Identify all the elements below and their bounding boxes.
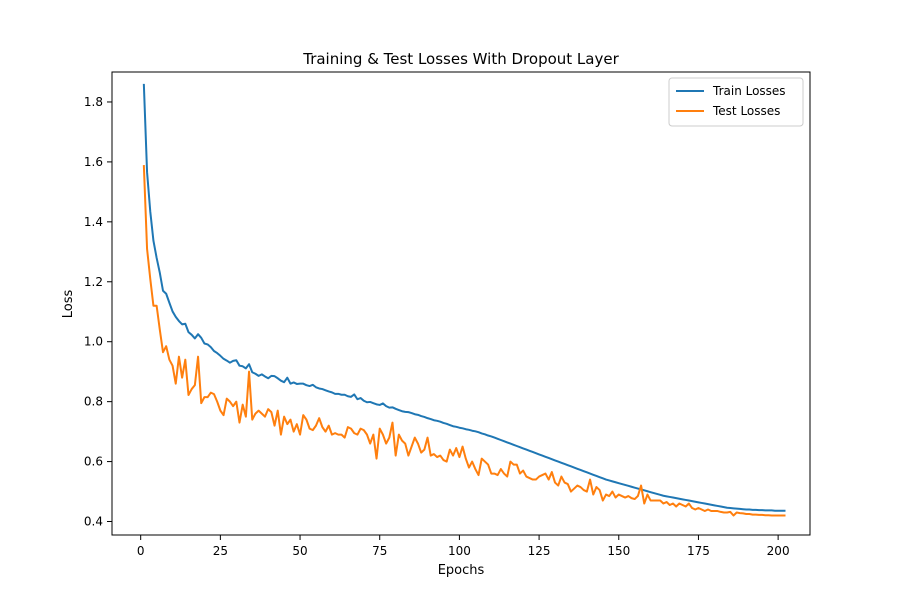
x-tick-label: 50 xyxy=(292,544,307,558)
x-tick-label: 175 xyxy=(687,544,710,558)
series-line-1 xyxy=(142,83,786,512)
axes-frame xyxy=(111,71,811,536)
y-tick-label: 0.4 xyxy=(84,515,103,529)
x-tick-label: 0 xyxy=(137,544,145,558)
plot-background xyxy=(112,72,810,535)
series-layer xyxy=(142,83,786,517)
plot-area xyxy=(112,72,810,535)
y-tick-label: 0.8 xyxy=(84,395,103,409)
legend-label-1: Train Losses xyxy=(712,84,786,98)
y-tick-label: 1.2 xyxy=(84,275,103,289)
x-axis-label: Epochs xyxy=(438,563,485,578)
y-tick-label: 1.6 xyxy=(84,155,103,169)
x-tick-label: 75 xyxy=(372,544,387,558)
y-tick-label: 1.4 xyxy=(84,215,103,229)
legend-label-2: Test Losses xyxy=(712,104,780,118)
y-axis-label: Loss xyxy=(61,290,76,319)
y-tick-label: 0.6 xyxy=(84,455,103,469)
x-tick-label: 25 xyxy=(213,544,228,558)
x-tick-label: 100 xyxy=(448,544,471,558)
y-tick-label: 1.8 xyxy=(84,95,103,109)
axes-layer: 0 25 50 75 100 125 150 175 200 0.4 0.6 0.8 1.0 1.2 1.4… xyxy=(84,71,811,558)
x-tick-label: 150 xyxy=(607,544,630,558)
x-tick-label: 200 xyxy=(767,544,790,558)
chart-title: Training & Test Losses With Dropout Laye… xyxy=(302,50,619,68)
series-line-2 xyxy=(142,165,786,517)
x-tick-label: 125 xyxy=(528,544,551,558)
y-tick-label: 1.0 xyxy=(84,335,103,349)
legend: Train Losses Test Losses xyxy=(668,77,804,127)
